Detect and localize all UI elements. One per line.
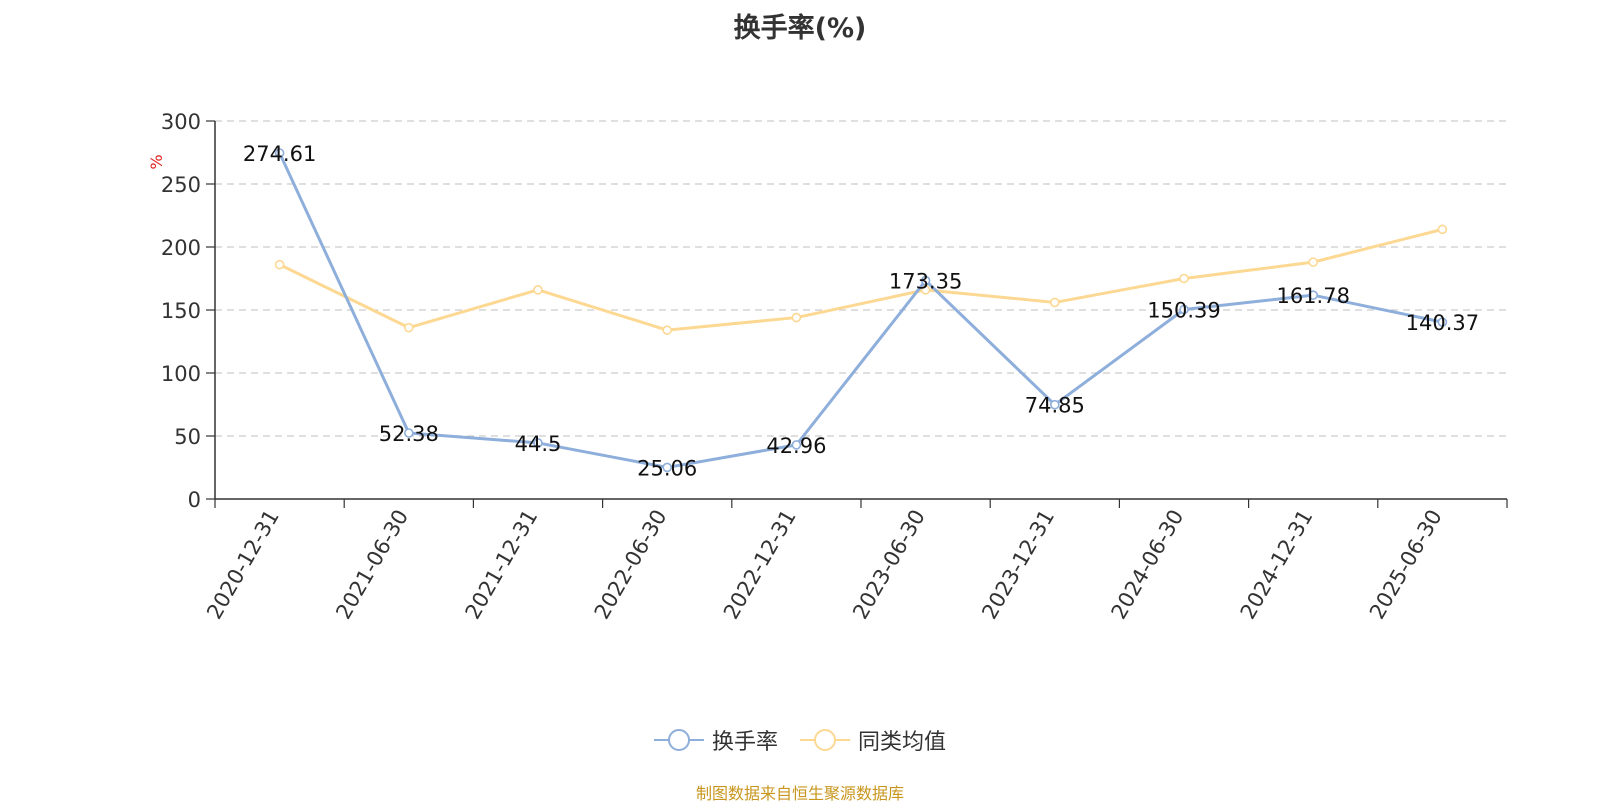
series-line <box>278 152 1443 469</box>
y-tick-label: 0 <box>188 488 201 512</box>
data-label: 74.85 <box>1025 394 1085 418</box>
legend-item-peer-average[interactable]: 同类均值 <box>800 724 946 756</box>
data-label: 173.35 <box>889 270 962 294</box>
x-tick-label: 2023-12-31 <box>977 506 1059 624</box>
legend-label-peer-average: 同类均值 <box>858 730 947 755</box>
data-point <box>1308 257 1318 267</box>
data-point <box>274 259 285 270</box>
data-label: 161.78 <box>1276 284 1349 308</box>
data-point <box>403 428 414 438</box>
legend: 换手率 同类均值 <box>0 724 1600 756</box>
data-label: 44.5 <box>515 432 562 456</box>
y-tick-label: 300 <box>161 110 201 134</box>
data-point <box>791 440 802 450</box>
data-point <box>1179 273 1189 284</box>
data-label: 52.38 <box>379 422 439 446</box>
x-tick-label: 2022-06-30 <box>590 506 672 624</box>
data-point <box>662 462 673 473</box>
y-tick-label: 150 <box>161 299 201 323</box>
x-tick-label: 2024-12-31 <box>1236 506 1318 624</box>
chart-title: 换手率(%) <box>733 13 867 44</box>
data-labels: 274.61 52.38 44.5 25.06 42.96 173.35 74.85 150.… <box>243 142 1479 480</box>
data-point <box>1179 304 1189 315</box>
axes: 0 50 100 150 200 250 300% 2020-12-31 2021-06-30 2… <box>147 110 1508 624</box>
x-tick-label: 2023-06-30 <box>848 506 930 624</box>
y-tick-label: 250 <box>161 173 201 197</box>
data-point <box>1437 224 1448 235</box>
data-point <box>662 325 673 335</box>
data-label: 140.37 <box>1406 311 1479 335</box>
data-point <box>274 148 285 158</box>
data-point <box>533 438 543 448</box>
legend-label-turnover: 换手率 <box>711 730 778 755</box>
y-tick-label: 200 <box>161 236 201 260</box>
legend-item-turnover[interactable]: 换手率 <box>653 724 778 756</box>
series <box>274 148 1448 473</box>
y-axis-label: % <box>147 154 166 169</box>
legend-swatch-turnover-icon <box>653 729 704 751</box>
x-tick-label: 2024-06-30 <box>1107 506 1189 624</box>
data-label: 25.06 <box>637 456 697 480</box>
data-label: 150.39 <box>1147 299 1220 323</box>
x-tick-label: 2020-12-31 <box>202 506 284 624</box>
data-label: 274.61 <box>243 142 316 166</box>
grid-lines <box>215 120 1507 437</box>
source-note: 制图数据来自恒生聚源数据库 <box>695 784 904 803</box>
series-line <box>278 227 1443 332</box>
data-point <box>1437 317 1448 327</box>
x-tick-label: 2021-12-31 <box>461 506 543 624</box>
x-tick-label: 2025-06-30 <box>1365 506 1447 624</box>
data-point <box>1308 290 1318 300</box>
data-point <box>920 285 931 295</box>
y-tick-label: 100 <box>161 362 201 386</box>
data-point <box>1050 297 1060 308</box>
data-point <box>533 285 543 295</box>
y-tick-label: 50 <box>174 425 201 449</box>
legend-swatch-peer-average-icon <box>800 729 850 751</box>
data-point <box>791 312 802 323</box>
x-tick-label: 2021-06-30 <box>331 506 413 624</box>
x-tick-label: 2022-12-31 <box>719 506 801 624</box>
data-label: 42.96 <box>766 434 826 458</box>
data-point <box>403 322 414 333</box>
data-point <box>1050 399 1060 410</box>
data-point <box>920 275 931 286</box>
